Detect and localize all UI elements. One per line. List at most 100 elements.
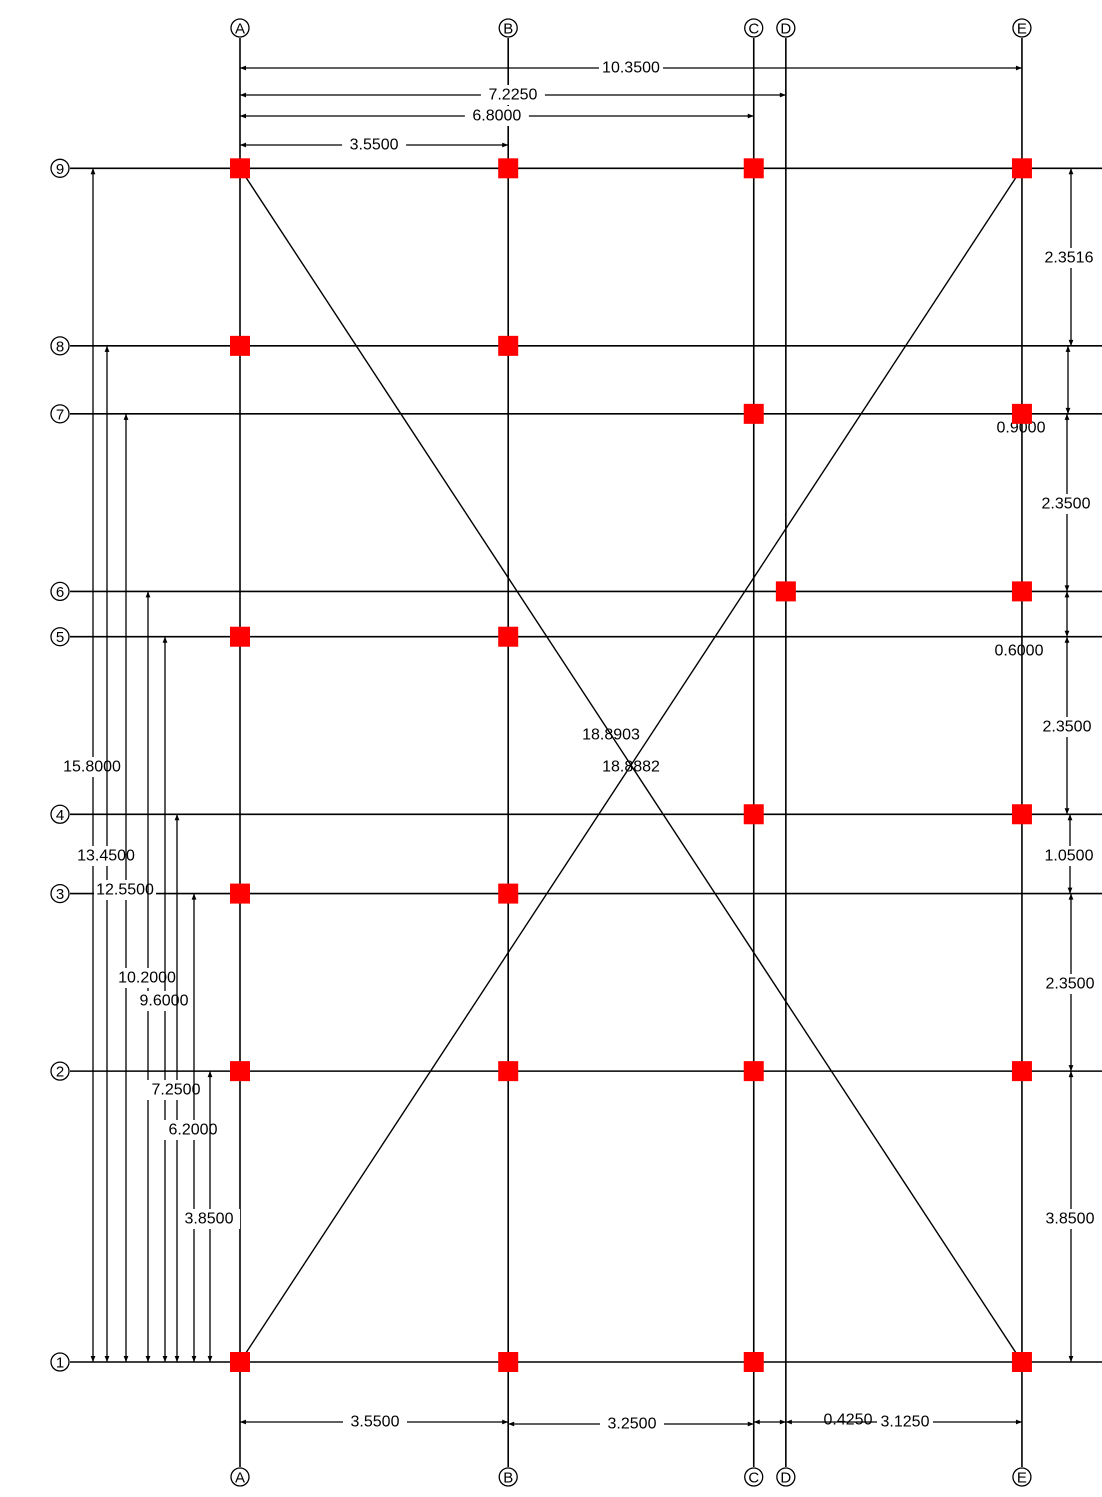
column-marker-B3 [498,883,519,904]
grid-label-row-4: 4 [56,807,64,824]
top-dimension-label-2: 7.2250 [488,87,537,104]
left-dimension-label-7: 6.2000 [169,1122,218,1139]
grid-label-col-A-top: A [235,21,245,38]
grid-bubble-col-D-bottom [776,1467,796,1487]
grid-label-row-7: 7 [56,406,64,423]
grid-bubble-col-D-top [776,18,796,38]
top-dimension-label-4: 3.5500 [350,137,399,154]
diagonal-label-2: 18.8882 [602,759,660,776]
top-dimension-label-1: 10.3500 [602,60,660,77]
grid-bubble-col-C-bottom [744,1467,764,1487]
left-dimension-label-4: 10.2000 [118,970,176,987]
grid-bubble-row-3 [50,883,70,904]
grid-label-col-B-top: B [503,21,513,38]
grid-label-col-C-top: C [748,21,759,38]
column-marker-B5 [498,626,519,647]
right-dimension-label-6: 1.0500 [1045,848,1094,865]
grid-lines [70,38,1102,1467]
right-dimension-label-7-bg [1039,974,1101,994]
left-dimension-label-2: 13.4500 [77,848,135,865]
right-dimension-label-2: 0.9000 [997,420,1046,437]
diagonal-lines: 18.8903 18.8882 [239,167,1023,1363]
grid-label-col-B-bottom: B [503,1470,513,1487]
right-dimension-label-3: 2.3500 [1042,496,1091,513]
column-marker-C1 [743,1352,764,1372]
grid-bubble-col-B-bottom [498,1467,518,1487]
column-marker-C4 [743,804,764,825]
dimension-lines: 10.3500 7.2250 6.8000 3.5500 3.5500 3.2500 0.4… [61,58,1101,1434]
top-dimension-label-2-bg [480,85,545,105]
right-dimension-label-3-bg [1035,494,1097,514]
column-marker-E4 [1011,804,1032,825]
bottom-dimension-label-1-bg [343,1412,407,1432]
top-dimension-label-3: 6.8000 [472,108,521,125]
bottom-dimension-label-2: 3.2500 [608,1416,657,1433]
right-dimension-label-1: 2.3516 [1045,250,1094,267]
column-marker-B9 [498,158,519,179]
grid-bubble-row-6 [50,581,70,602]
grid-bubble-row-2 [50,1061,70,1081]
top-dimension-label-4-bg [342,135,407,155]
column-marker-A1 [230,1352,250,1372]
grid-bubble-row-1 [50,1352,70,1372]
column-marker-B2 [498,1061,519,1082]
right-dimension-label-8-bg [1039,1209,1101,1229]
grid-bubble-col-E-bottom [1012,1467,1032,1487]
top-dimension-label-1-bg [598,58,663,78]
left-dimension-label-6: 7.2500 [152,1082,201,1099]
bottom-dimension-label-1: 3.5500 [351,1414,400,1431]
left-dimension-label-6-bg [145,1080,207,1100]
column-marker-E7 [1011,403,1032,424]
column-marker-B1 [498,1352,519,1372]
column-marker-C9 [743,158,764,179]
bottom-dimension-label-2-bg [600,1414,664,1434]
left-dimension-label-4-bg [116,968,178,988]
grid-bubble-col-A-top [230,18,250,38]
right-dimension-label-5-bg [1036,717,1098,737]
column-marker-E1 [1011,1352,1032,1372]
column-marker-E9 [1011,158,1032,179]
grid-bubble-row-7 [50,404,70,424]
grid-label-row-9: 9 [56,161,64,178]
right-dimension-label-1-bg [1038,248,1100,268]
column-marker-A5 [230,626,250,647]
grid-label-col-A-bottom: A [235,1470,245,1487]
grid-label-col-C-bottom: C [748,1470,759,1487]
grid-bubble-col-B-top [498,18,518,38]
grid-bubble-col-C-top [744,18,764,38]
column-marker-E2 [1011,1061,1032,1082]
column-marker-A2 [230,1061,250,1082]
right-dimension-label-4: 0.6000 [995,643,1044,660]
column-marker-A9 [230,158,250,179]
grid-bubble-col-A-bottom [230,1467,250,1487]
column-marker-A8 [230,335,250,356]
left-dimension-label-8: 3.8500 [185,1211,234,1228]
grid-label-row-2: 2 [56,1064,64,1081]
left-dimension-label-8-bg [178,1209,240,1229]
column-marker-C2 [743,1061,764,1082]
grid-label-col-E-top: E [1017,21,1027,38]
grid-bubbles: A A B B C C D D E E 1 2 3 4 5 6 7 8 9 [50,18,1032,1487]
grid-bubble-row-9 [50,158,70,178]
grid-label-col-D-bottom: D [780,1470,791,1487]
grid-label-col-E-bottom: E [1017,1470,1027,1487]
column-marker-E6 [1011,581,1032,602]
bottom-dimension-label-3: 0.4250 [824,1412,873,1429]
column-marker-A3 [230,883,250,904]
column-marker-B8 [498,335,519,356]
top-dimension-label-3-bg [464,106,529,126]
grid-label-row-5: 5 [56,629,64,646]
column-marker-D6 [775,581,796,602]
left-dimension-label-3-bg [94,880,156,900]
diagonal-label-1: 18.8903 [582,727,640,744]
right-dimension-label-7: 2.3500 [1046,976,1095,993]
grid-bubble-row-5 [50,627,70,647]
grid-label-row-3: 3 [56,886,64,903]
grid-bubble-col-E-top [1012,18,1032,38]
right-dimension-label-8: 3.8500 [1046,1211,1095,1228]
column-markers [230,158,1032,1372]
grid-label-col-D-top: D [780,21,791,38]
diagonal-line-2 [239,167,1023,1363]
bottom-dimension-label-4: 3.1250 [881,1414,930,1431]
